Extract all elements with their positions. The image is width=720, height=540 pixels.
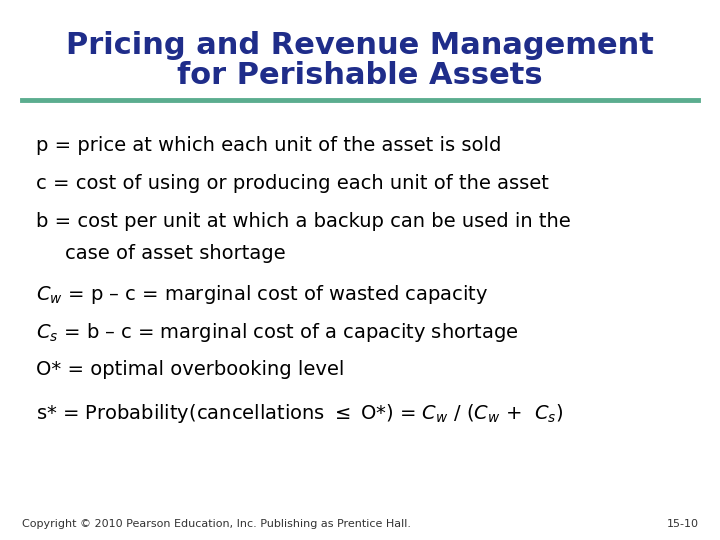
Text: c = cost of using or producing each unit of the asset: c = cost of using or producing each unit…: [36, 174, 549, 193]
Text: $C_s$ = b – c = marginal cost of a capacity shortage: $C_s$ = b – c = marginal cost of a capac…: [36, 321, 518, 343]
Text: Copyright © 2010 Pearson Education, Inc. Publishing as Prentice Hall.: Copyright © 2010 Pearson Education, Inc.…: [22, 519, 410, 529]
Text: 15-10: 15-10: [667, 519, 698, 529]
Text: $C_w$ = p – c = marginal cost of wasted capacity: $C_w$ = p – c = marginal cost of wasted …: [36, 283, 488, 306]
Text: Pricing and Revenue Management: Pricing and Revenue Management: [66, 31, 654, 60]
Text: s* = Probability(cancellations $\leq$ O*) = $C_w$ / ($C_w$ +  $C_s$): s* = Probability(cancellations $\leq$ O*…: [36, 402, 563, 424]
Text: b = cost per unit at which a backup can be used in the: b = cost per unit at which a backup can …: [36, 212, 571, 231]
Text: case of asset shortage: case of asset shortage: [65, 244, 285, 264]
Text: p = price at which each unit of the asset is sold: p = price at which each unit of the asse…: [36, 136, 501, 156]
Text: for Perishable Assets: for Perishable Assets: [177, 61, 543, 90]
Text: O* = optimal overbooking level: O* = optimal overbooking level: [36, 360, 344, 380]
